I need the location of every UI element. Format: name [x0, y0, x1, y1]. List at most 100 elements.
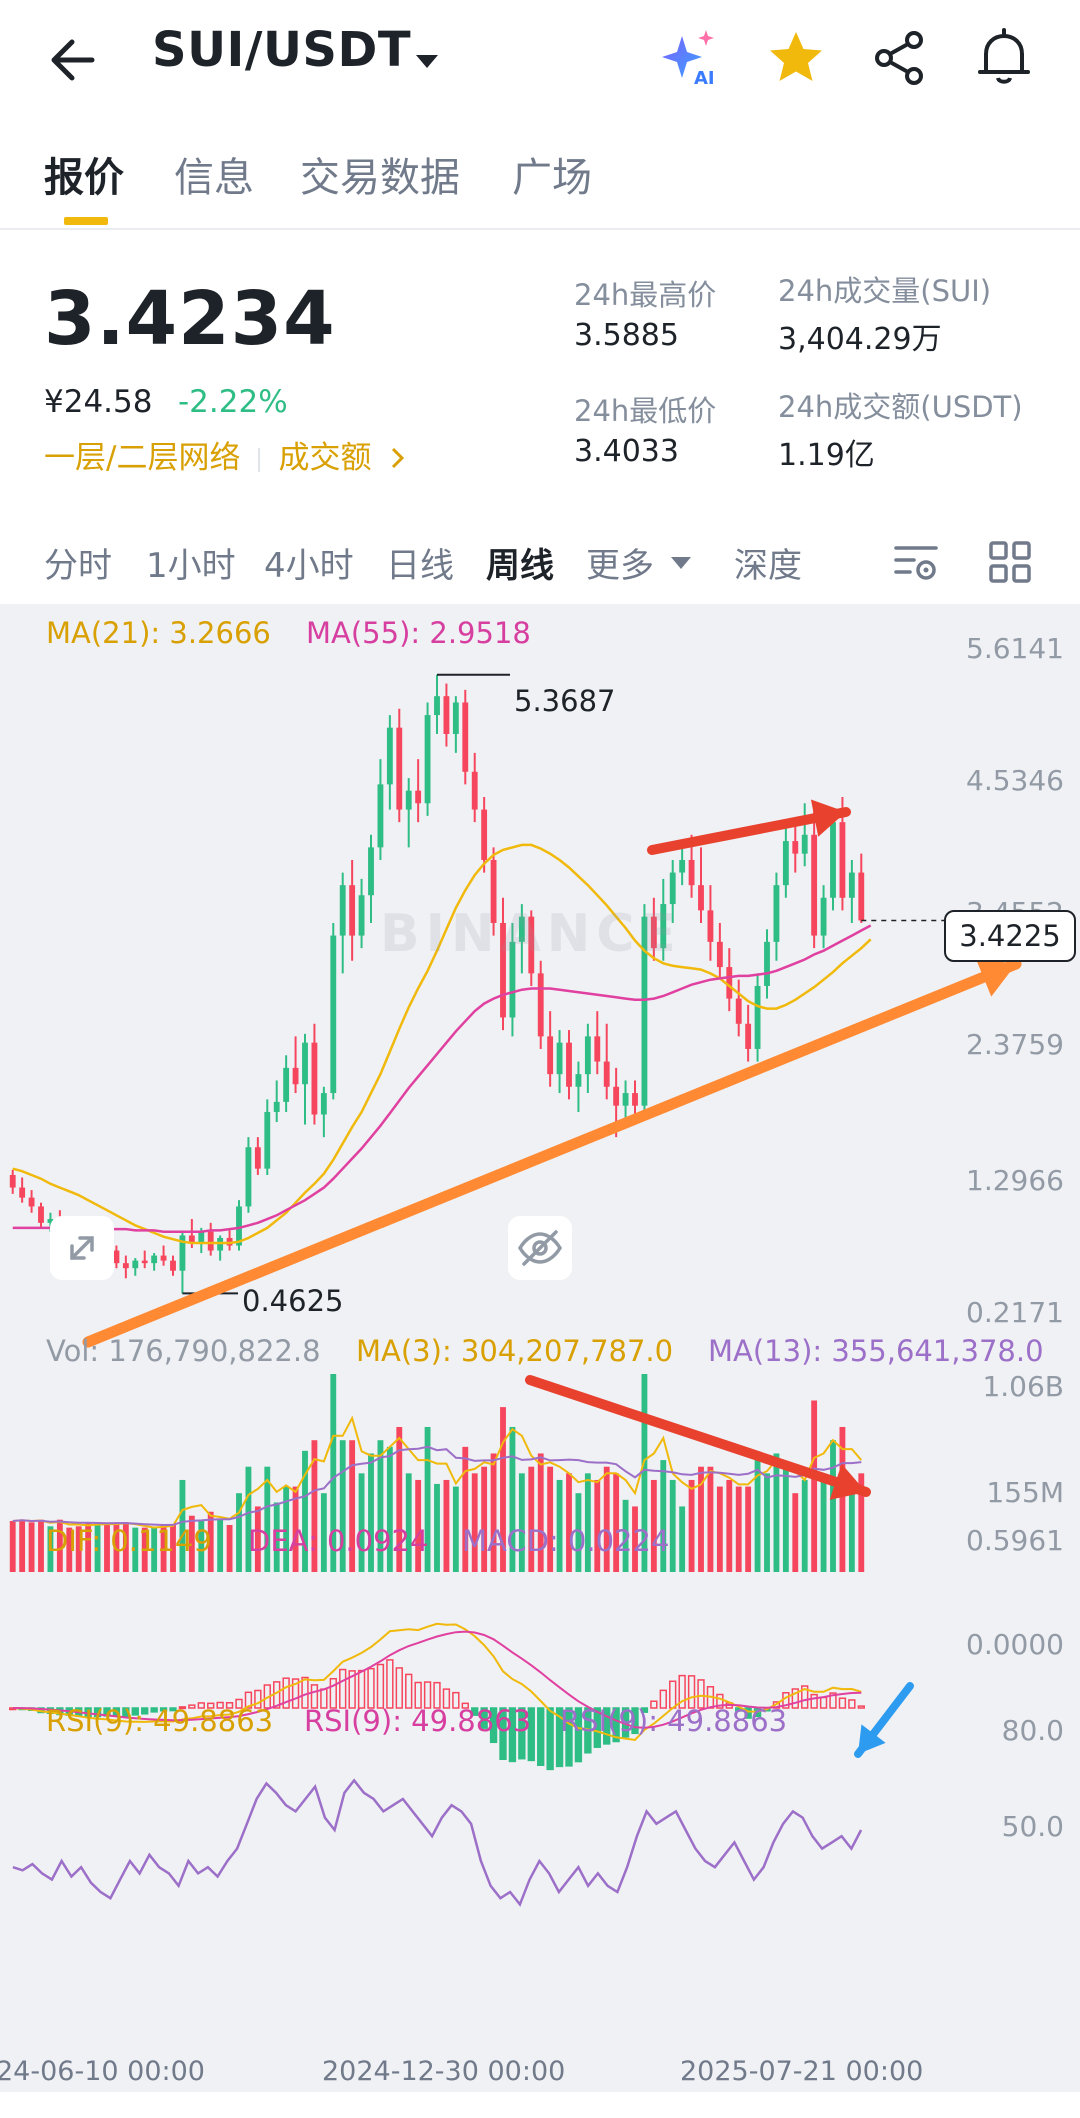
fullscreen-button[interactable]: [50, 1216, 114, 1280]
macd-hist-bar: [659, 1689, 667, 1709]
kline-chart[interactable]: BINANCE MA(21): 3.2666 MA(55): 2.9518 5.…: [0, 604, 1080, 2117]
interval-timeshare[interactable]: 分时: [44, 546, 112, 586]
low-value: 3.4033: [574, 434, 679, 469]
macd-hist-bar: [423, 1681, 432, 1709]
dif-line: [12, 1622, 862, 1741]
attribution-text: @春风得意_Kandice Kort MX...: [700, 2091, 1037, 2117]
volume-bar: [302, 1450, 308, 1572]
ai-sparkle-icon[interactable]: AI: [660, 26, 724, 90]
chart-settings-icon[interactable]: [892, 540, 940, 584]
interval-1h[interactable]: 1小时: [146, 546, 236, 586]
legend-ma55: MA(55): 2.9518: [306, 616, 531, 650]
layout-grid-icon[interactable]: [988, 540, 1032, 584]
macd-hist-bar: [376, 1663, 385, 1709]
candle-body: [754, 985, 761, 1049]
macd-hist-bar: [574, 1707, 583, 1763]
candle-body: [311, 1042, 318, 1115]
candle-body: [349, 885, 356, 936]
volume-bar: [56, 1519, 63, 1572]
interval-daily[interactable]: 日线: [386, 546, 454, 586]
macd-hist-bar: [433, 1681, 441, 1709]
share-icon[interactable]: [868, 26, 932, 90]
x-tick: 2024-12-30 00:00: [322, 2056, 566, 2087]
candles-layer: [9, 673, 944, 1295]
macd-hist-bar: [329, 1677, 337, 1709]
candle-body: [28, 1197, 35, 1207]
volume-bar: [179, 1479, 186, 1572]
macd-hist-bar: [640, 1707, 649, 1713]
pair-title[interactable]: SUI/USDT: [152, 22, 412, 78]
macd-hist-bar: [395, 1667, 403, 1709]
tab-quote[interactable]: 报价: [44, 155, 124, 201]
macd-hist-bar: [310, 1684, 319, 1709]
volume-bar: [726, 1479, 733, 1572]
candle-body: [283, 1067, 290, 1102]
star-icon[interactable]: [764, 26, 828, 90]
eye-off-icon: [517, 1230, 563, 1266]
chart-canvas[interactable]: [0, 604, 1080, 2092]
volume-bar: [528, 1466, 535, 1572]
tag-volume[interactable]: 成交额: [278, 440, 372, 476]
tag-row: 一层/二层网络 成交额: [44, 432, 409, 477]
tab-info[interactable]: 信息: [174, 155, 254, 201]
macd-hist-bar: [291, 1678, 300, 1709]
rsi-line: [12, 1778, 863, 1907]
macd-hist-bar: [197, 1702, 205, 1709]
volume-bar: [273, 1502, 280, 1572]
dropdown-caret-icon[interactable]: [410, 44, 444, 78]
candle-body: [160, 1255, 167, 1261]
volume-bar: [632, 1506, 638, 1572]
volume-bar: [707, 1466, 714, 1572]
more-caret-icon[interactable]: [668, 552, 694, 574]
macd-hist-bar: [480, 1707, 488, 1729]
legend-rsi-b: RSI(9): 49.8863: [304, 1704, 532, 1738]
volume-decline-arrow-head: [829, 1463, 866, 1500]
back-arrow-icon[interactable]: [44, 30, 104, 90]
volume-bar: [792, 1493, 799, 1572]
macd-hist-bar: [735, 1707, 743, 1712]
macd-hist-bar: [801, 1685, 809, 1709]
interval-depth[interactable]: 深度: [734, 546, 802, 586]
candle-body: [302, 1042, 308, 1085]
candle-body: [773, 885, 780, 942]
chevron-right-icon[interactable]: [387, 445, 409, 471]
volume-bar: [547, 1466, 554, 1572]
macd-cross-arrow-head: [858, 1724, 886, 1754]
volume-bar: [811, 1400, 818, 1572]
candle-body: [603, 1061, 610, 1087]
candle-body: [19, 1187, 26, 1198]
interval-4h[interactable]: 4小时: [264, 546, 354, 586]
top-bar: SUI/USDT AI: [0, 0, 1080, 118]
tab-trading-data[interactable]: 交易数据: [300, 155, 460, 201]
turnover-value: 1.19亿: [778, 438, 875, 473]
vol-tick: 155M: [986, 1476, 1064, 1509]
tag-network[interactable]: 一层/二层网络: [44, 440, 241, 476]
macd-hist-bar: [169, 1707, 177, 1712]
candle-body: [500, 922, 506, 1018]
volume-bar: [782, 1466, 789, 1572]
tab-square[interactable]: 广场: [512, 155, 592, 201]
candle-body: [245, 1147, 252, 1207]
rsi-tick: 80.0: [1001, 1714, 1064, 1747]
candle-body: [679, 859, 686, 873]
candle-body: [490, 859, 497, 923]
candle-body: [141, 1260, 148, 1264]
support-trend-arrow-head: [975, 957, 1016, 997]
volume-bar: [754, 1453, 761, 1572]
legend-rsi-a: RSI(9): 49.8863: [46, 1704, 274, 1738]
macd-hist-bar: [122, 1707, 130, 1717]
volume-decline-arrow-shaft: [525, 1375, 871, 1497]
macd-hist-bar: [508, 1707, 517, 1763]
macd-hist-bar: [452, 1691, 460, 1709]
interval-more[interactable]: 更多: [586, 546, 654, 586]
macd-hist-bar: [282, 1677, 290, 1709]
hide-indicators-button[interactable]: [508, 1216, 572, 1280]
annotation-arrows-layer: [82, 799, 1022, 1758]
candle-body: [471, 771, 478, 810]
dea-line: [12, 1630, 862, 1729]
interval-weekly[interactable]: 周线: [486, 546, 554, 586]
macd-hist-bar: [461, 1702, 469, 1709]
binance-watermark: BINANCE: [380, 904, 682, 964]
bell-icon[interactable]: [972, 26, 1036, 90]
volume-bar: [19, 1519, 26, 1572]
